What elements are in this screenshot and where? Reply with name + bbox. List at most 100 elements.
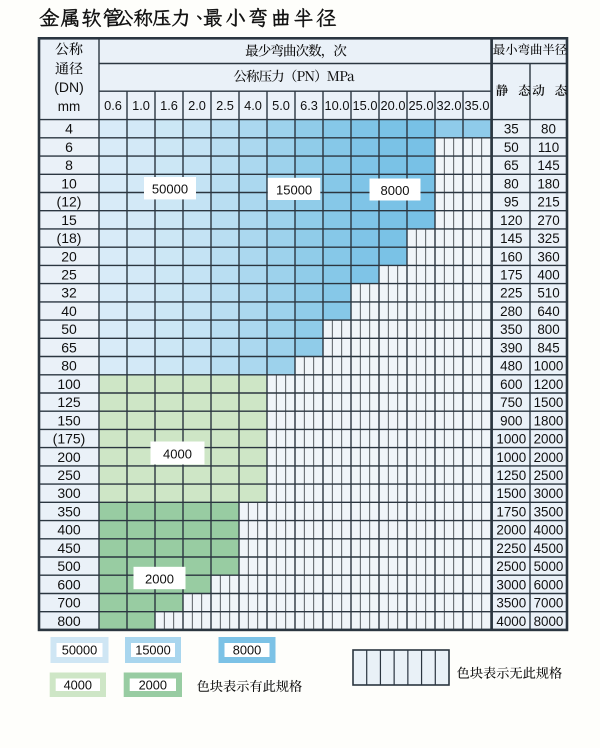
- svg-text:10.0: 10.0: [325, 98, 350, 113]
- svg-text:2000: 2000: [496, 523, 526, 538]
- svg-text:35.0: 35.0: [465, 98, 490, 113]
- svg-text:80: 80: [541, 122, 556, 137]
- svg-text:1000: 1000: [496, 432, 526, 447]
- svg-text:325: 325: [537, 231, 559, 246]
- svg-text:1500: 1500: [534, 395, 564, 410]
- svg-text:50000: 50000: [62, 643, 98, 658]
- svg-text:7000: 7000: [534, 596, 564, 611]
- svg-text:40: 40: [61, 303, 77, 319]
- svg-text:4000: 4000: [534, 523, 564, 538]
- svg-text:(DN): (DN): [54, 79, 84, 95]
- svg-text:2500: 2500: [534, 468, 564, 483]
- svg-text:845: 845: [537, 340, 559, 355]
- svg-text:400: 400: [537, 268, 559, 283]
- svg-text:1000: 1000: [534, 359, 564, 374]
- svg-text:300: 300: [57, 485, 81, 501]
- svg-text:215: 215: [537, 195, 559, 210]
- svg-text:150: 150: [57, 412, 81, 428]
- svg-text:80: 80: [61, 358, 77, 374]
- svg-text:350: 350: [500, 322, 522, 337]
- svg-text:145: 145: [537, 158, 559, 173]
- svg-text:3500: 3500: [534, 504, 564, 519]
- svg-text:4: 4: [65, 121, 73, 137]
- svg-text:800: 800: [57, 613, 81, 629]
- svg-text:2000: 2000: [534, 432, 564, 447]
- svg-text:80: 80: [504, 176, 519, 191]
- svg-text:65: 65: [61, 339, 77, 355]
- svg-text:5000: 5000: [534, 559, 564, 574]
- svg-text:125: 125: [57, 394, 81, 410]
- svg-text:2.5: 2.5: [216, 98, 234, 113]
- svg-text:500: 500: [57, 558, 81, 574]
- svg-text:5.0: 5.0: [272, 98, 290, 113]
- svg-text:800: 800: [537, 322, 559, 337]
- svg-text:1800: 1800: [534, 413, 564, 428]
- svg-text:65: 65: [504, 158, 519, 173]
- svg-text:390: 390: [500, 340, 522, 355]
- svg-text:3000: 3000: [496, 577, 526, 592]
- svg-text:3000: 3000: [534, 486, 564, 501]
- svg-text:1.0: 1.0: [132, 98, 150, 113]
- svg-text:2000: 2000: [534, 450, 564, 465]
- svg-text:4000: 4000: [496, 614, 526, 629]
- svg-text:450: 450: [57, 540, 81, 556]
- svg-text:4500: 4500: [534, 541, 564, 556]
- svg-text:8000: 8000: [534, 614, 564, 629]
- svg-text:175: 175: [500, 268, 522, 283]
- svg-text:4000: 4000: [64, 677, 92, 692]
- svg-text:20: 20: [61, 248, 77, 264]
- svg-text:4000: 4000: [163, 446, 192, 461]
- svg-text:6: 6: [65, 139, 73, 155]
- svg-text:350: 350: [57, 503, 81, 519]
- svg-text:1200: 1200: [534, 377, 564, 392]
- svg-text:6.3: 6.3: [300, 98, 318, 113]
- svg-text:32.0: 32.0: [437, 98, 462, 113]
- svg-text:480: 480: [500, 359, 522, 374]
- svg-text:700: 700: [57, 595, 81, 611]
- svg-text:2500: 2500: [496, 559, 526, 574]
- svg-text:1750: 1750: [496, 504, 526, 519]
- svg-text:(12): (12): [57, 194, 82, 210]
- svg-text:20.0: 20.0: [381, 98, 406, 113]
- svg-text:180: 180: [537, 176, 559, 191]
- svg-text:2000: 2000: [139, 677, 167, 692]
- svg-text:1250: 1250: [496, 468, 526, 483]
- svg-text:640: 640: [537, 304, 559, 319]
- svg-text:600: 600: [57, 576, 81, 592]
- svg-text:2000: 2000: [145, 571, 174, 586]
- svg-text:1500: 1500: [496, 486, 526, 501]
- svg-text:160: 160: [500, 249, 522, 264]
- svg-text:280: 280: [500, 304, 522, 319]
- svg-text:2.0: 2.0: [188, 98, 206, 113]
- svg-text:50: 50: [504, 140, 519, 155]
- svg-text:145: 145: [500, 231, 522, 246]
- svg-text:15000: 15000: [135, 643, 171, 658]
- svg-text:270: 270: [537, 213, 559, 228]
- svg-text:225: 225: [500, 286, 522, 301]
- svg-text:6000: 6000: [534, 577, 564, 592]
- svg-text:4.0: 4.0: [244, 98, 262, 113]
- svg-text:(18): (18): [57, 230, 82, 246]
- svg-text:250: 250: [57, 467, 81, 483]
- svg-text:35: 35: [504, 122, 519, 137]
- svg-text:200: 200: [57, 449, 81, 465]
- svg-text:50000: 50000: [152, 182, 188, 197]
- svg-text:120: 120: [500, 213, 522, 228]
- svg-text:8000: 8000: [381, 183, 410, 198]
- svg-text:95: 95: [504, 195, 519, 210]
- svg-text:360: 360: [537, 249, 559, 264]
- svg-text:600: 600: [500, 377, 522, 392]
- svg-text:1000: 1000: [496, 450, 526, 465]
- svg-text:32: 32: [61, 285, 77, 301]
- svg-text:10: 10: [61, 175, 77, 191]
- svg-text:25: 25: [61, 267, 77, 283]
- svg-text:3500: 3500: [496, 596, 526, 611]
- svg-text:(175): (175): [53, 431, 86, 447]
- svg-text:mm: mm: [58, 99, 81, 114]
- svg-text:750: 750: [500, 395, 522, 410]
- svg-text:2250: 2250: [496, 541, 526, 556]
- svg-text:900: 900: [500, 413, 522, 428]
- svg-text:110: 110: [538, 140, 559, 155]
- svg-text:0.6: 0.6: [104, 98, 122, 113]
- svg-text:15: 15: [61, 212, 77, 228]
